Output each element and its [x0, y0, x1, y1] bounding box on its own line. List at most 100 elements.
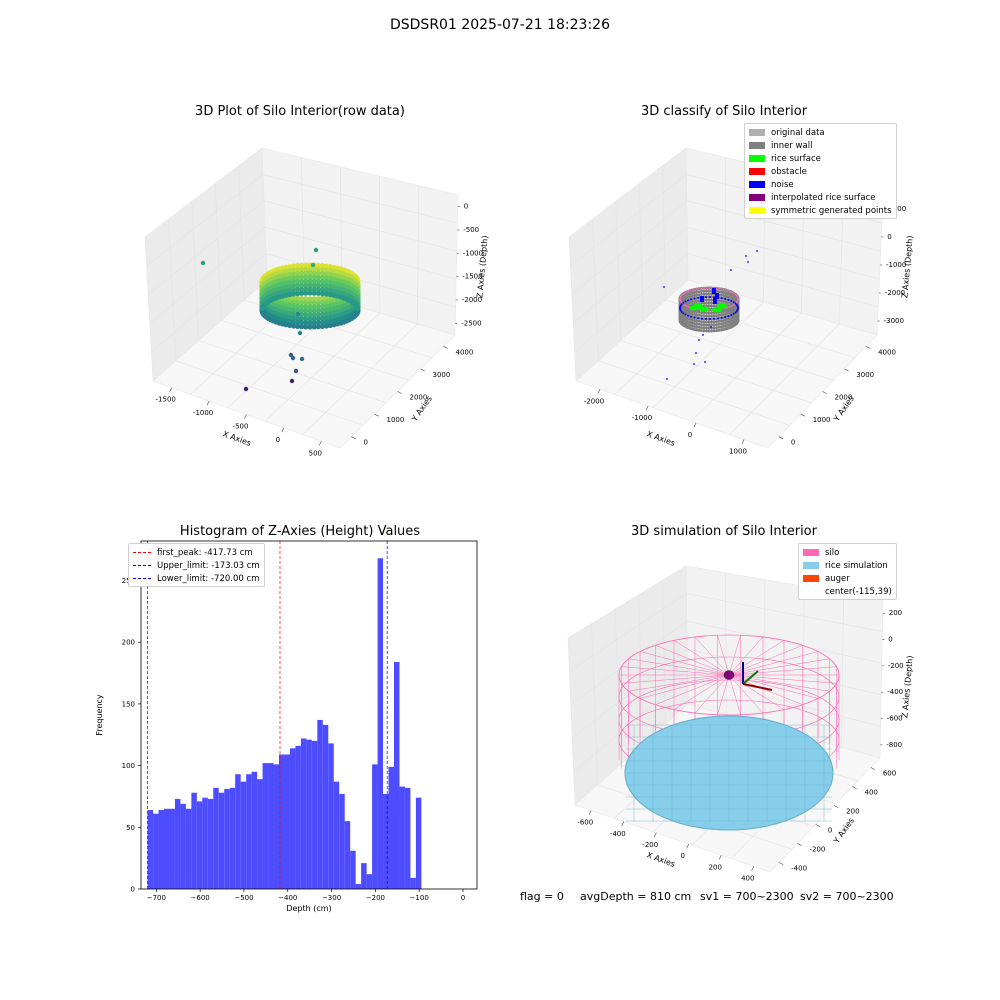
gridline: [592, 219, 599, 361]
raw-point: [287, 288, 293, 294]
legend-item-original-data: original data: [749, 126, 892, 139]
inner-wall-point: [697, 310, 701, 314]
y-tick-label: 600: [883, 770, 896, 778]
raw-point: [291, 267, 297, 273]
raw-point: [311, 278, 317, 284]
noise-point: [693, 316, 696, 319]
x-tick: [597, 389, 601, 394]
raw-point: [323, 291, 329, 297]
gridline: [574, 253, 688, 353]
gridline: [802, 586, 805, 737]
silo-outline-point: [708, 287, 710, 289]
raw-point: [311, 274, 317, 280]
plot3-legend: first_peak: -417.73 cm Upper_limit: -173…: [128, 543, 265, 587]
histogram-bar: [399, 786, 405, 889]
raw-point: [307, 286, 313, 292]
raw-point: [289, 378, 295, 384]
raw-point: [319, 279, 325, 285]
y-tick: [351, 436, 356, 440]
gridline: [598, 360, 790, 426]
inner-wall-point: [717, 299, 721, 303]
silo-wireframe: [628, 658, 730, 676]
silo-outline-point: [726, 289, 729, 292]
silo-outline-point: [726, 306, 729, 309]
histogram-bar: [158, 810, 164, 889]
histogram-bar: [246, 774, 252, 889]
raw-point: [295, 271, 301, 277]
inner-wall-point: [705, 292, 708, 296]
raw-point: [315, 296, 321, 302]
noise-point: [687, 314, 690, 317]
silo-outline-point: [718, 287, 720, 290]
x-axis-label: X Axies: [645, 429, 676, 448]
gridline: [643, 320, 834, 381]
silo-wireframe: [728, 674, 785, 710]
y-tick: [797, 843, 802, 846]
z-tick-label: -1000: [463, 249, 483, 257]
silo-wireframe: [728, 635, 741, 676]
silo-wireframe: [728, 674, 830, 692]
raw-point: [307, 320, 313, 326]
raw-point: [327, 302, 333, 308]
noise-point: [690, 298, 693, 301]
inner-wall-point: [705, 301, 708, 305]
histogram-bar: [180, 803, 186, 889]
histogram-bar: [361, 863, 367, 889]
x-tick: [686, 843, 690, 849]
raw-point: [303, 316, 309, 322]
inner-wall-point: [707, 314, 711, 318]
y-tick: [420, 368, 425, 372]
inner-wall-point: [710, 314, 713, 318]
noise-point: [720, 297, 723, 300]
raw-point: [303, 320, 309, 326]
inner-wall-point: [719, 322, 723, 326]
raw-point: [315, 308, 321, 314]
x-tick: [741, 439, 745, 444]
z-tick-label: -2500: [461, 319, 481, 327]
inner-wall-point: [715, 320, 718, 324]
raw-point: [295, 283, 301, 289]
rice-surface-point: [717, 303, 727, 309]
silo-wireframe: [673, 674, 730, 710]
rice-simulation-rim: [624, 715, 834, 831]
inner-wall-point: [700, 320, 703, 324]
y-tick: [374, 413, 379, 417]
noise-point: [735, 304, 738, 306]
y-tick-label: 100: [122, 762, 135, 770]
noise-point: [698, 339, 700, 341]
inner-wall-point: [717, 290, 721, 294]
y-tick-label: 200: [122, 639, 135, 647]
raw-point: [299, 274, 305, 280]
raw-point: [303, 278, 309, 284]
histogram-bar: [372, 764, 378, 889]
silo-wireframe: [621, 674, 730, 684]
x-tick-label: -1000: [193, 409, 213, 417]
histogram-bar: [333, 781, 340, 889]
silo-wireframe: [694, 674, 730, 714]
inner-wall-point: [719, 328, 723, 332]
raw-point: [311, 296, 317, 302]
gridline: [729, 323, 840, 435]
noise-point: [717, 317, 719, 320]
gridline: [148, 200, 265, 295]
gridline: [198, 340, 387, 404]
inner-wall-point: [700, 311, 703, 315]
raw-point: [291, 263, 297, 269]
noise-point: [682, 312, 685, 315]
noise-point: [684, 300, 687, 303]
raw-point: [307, 304, 313, 310]
silo-outline-point: [730, 305, 732, 307]
raw-point: [307, 266, 313, 272]
z-tick-label: -500: [463, 226, 479, 234]
raw-point: [311, 266, 317, 272]
x-tick-label: 0: [276, 436, 280, 444]
x-tick-label: −100: [410, 894, 429, 902]
legend-item-center: center(-115,39): [825, 586, 892, 597]
noise-point: [705, 317, 707, 320]
raw-point: [303, 286, 309, 292]
plot2-title: 3D classify of Silo Interior: [640, 104, 808, 119]
inner-wall-point: [702, 289, 706, 293]
y-tick-label: 4000: [878, 348, 896, 356]
silo-outline-point: [683, 292, 685, 295]
x-tick-label: −400: [278, 894, 297, 902]
